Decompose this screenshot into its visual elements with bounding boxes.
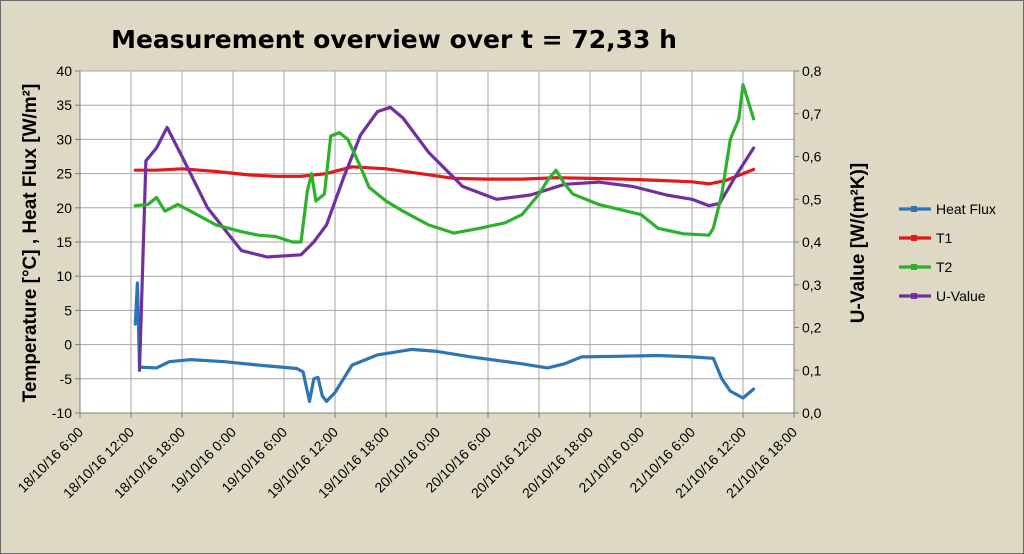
legend-label-t1: T1 xyxy=(936,230,953,246)
legend-marker-u-value xyxy=(911,293,917,299)
y2-tick-label: 0,1 xyxy=(802,362,822,378)
series-line-t1 xyxy=(133,165,756,186)
series-line-heat-flux xyxy=(133,281,756,403)
y2-tick-label: 0,8 xyxy=(802,63,822,79)
y2-tick-label: 0,2 xyxy=(802,320,822,336)
series-line-t2 xyxy=(133,83,756,244)
legend-marker-heat-flux xyxy=(911,206,917,212)
y-tick-label: 15 xyxy=(56,234,72,250)
y-tick-label: -5 xyxy=(60,371,73,387)
y-tick-label: -10 xyxy=(52,405,72,421)
chart-title: Measurement overview over t = 72,33 h xyxy=(111,25,677,54)
series-lines xyxy=(133,83,756,403)
y2-tick-label: 0,0 xyxy=(802,405,822,421)
y2-tick-label: 0,5 xyxy=(802,191,822,207)
y-tick-label: 0 xyxy=(64,337,72,353)
legend: Heat Flux T1 T2 U-Value xyxy=(899,201,996,304)
y2-axis-title: U-Value [W/(m²K)] xyxy=(848,163,869,323)
y-tick-label: 40 xyxy=(56,63,72,79)
y-tick-label: 10 xyxy=(56,268,72,284)
y-tick-label: 35 xyxy=(56,97,72,113)
legend-label-u-value: U-Value xyxy=(936,288,986,304)
y-tick-label: 25 xyxy=(56,166,72,182)
y2-tick-label: 0,3 xyxy=(802,277,822,293)
y2-tick-label: 0,7 xyxy=(802,106,822,122)
legend-marker-t1 xyxy=(911,235,917,241)
legend-marker-t2 xyxy=(911,264,917,270)
y-tick-label: 20 xyxy=(56,200,72,216)
y-tick-label: 5 xyxy=(64,302,72,318)
y-tick-label: 30 xyxy=(56,131,72,147)
series-line-u-value xyxy=(137,105,756,372)
legend-label-t2: T2 xyxy=(936,259,953,275)
legend-label-heat-flux: Heat Flux xyxy=(936,201,996,217)
y2-tick-label: 0,6 xyxy=(802,149,822,165)
y-axis-title: Temperature [°C] , Heat Flux [W/m²] xyxy=(20,84,41,403)
y2-tick-label: 0,4 xyxy=(802,234,822,250)
